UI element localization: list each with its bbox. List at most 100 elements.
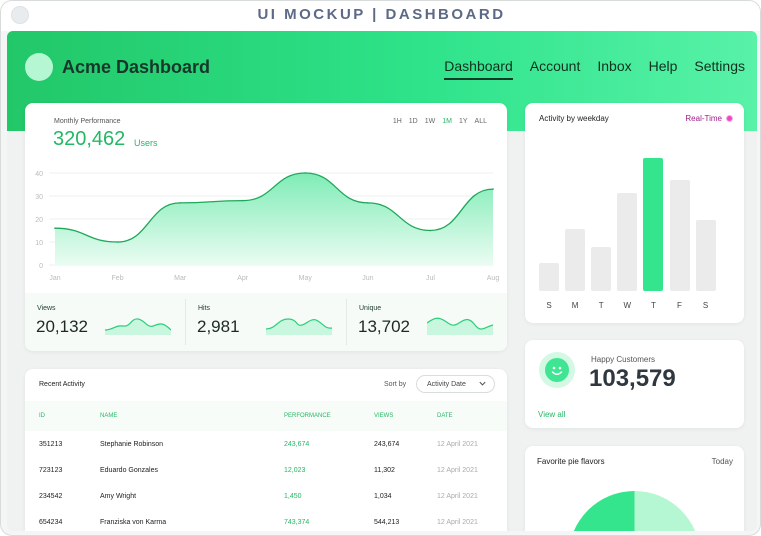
stat-value: 13,702 xyxy=(358,317,410,336)
data-point xyxy=(304,172,307,174)
table-cell: 12 April 2021 xyxy=(437,467,478,474)
data-point xyxy=(179,202,181,204)
column-header[interactable]: VIEWS xyxy=(374,413,394,419)
y-tick-label: 0 xyxy=(39,263,43,270)
data-point xyxy=(241,199,244,202)
table-cell: 743,374 xyxy=(284,519,310,526)
weekday-bar[interactable] xyxy=(539,262,559,291)
performance-card: Monthly Performance 320,462 Users 1H 1D 1W… xyxy=(25,103,507,351)
nav-dashboard[interactable]: Dashboard xyxy=(444,58,513,80)
stat-value: 2,981 xyxy=(197,317,240,336)
pie-chart xyxy=(573,491,696,531)
table-cell: 234542 xyxy=(39,493,63,500)
table-cell: 243,674 xyxy=(284,441,310,448)
table-row[interactable]: 723123 Eduardo Gonzales 12,023 11,302 12 Apr… xyxy=(25,459,507,485)
happy-customers-label: Happy Customers xyxy=(591,355,656,364)
window-title: UI MOCKUP | DASHBOARD xyxy=(257,6,506,23)
range-selector: 1H 1D 1W 1M 1Y ALL xyxy=(386,118,487,125)
x-tick-label: Feb xyxy=(112,275,124,282)
table-row[interactable]: 234542 Amy Wright 1,450 1,034 12 April 2021 xyxy=(25,485,507,511)
x-tick-label: Mar xyxy=(174,275,187,282)
x-tick-label: May xyxy=(299,275,313,282)
weekday-bar[interactable] xyxy=(617,193,638,291)
weekday-label: S xyxy=(546,301,552,310)
range-option[interactable]: 1M xyxy=(442,118,452,125)
table-cell: 12,023 xyxy=(284,467,306,474)
realtime-dot-icon xyxy=(726,115,733,122)
window-control-dot[interactable] xyxy=(11,6,29,24)
happy-customers-value: 103,579 xyxy=(589,365,676,392)
range-option[interactable]: 1Y xyxy=(458,118,468,125)
app-title: Acme Dashboard xyxy=(62,57,211,77)
data-point xyxy=(492,188,494,190)
table-cell: 544,213 xyxy=(374,519,400,526)
smiley-icon xyxy=(539,352,575,388)
stat-label: Hits xyxy=(198,305,211,312)
table-cell: 243,674 xyxy=(374,441,400,448)
view-all-link[interactable]: View all xyxy=(538,410,566,419)
main-nav: Dashboard Account Inbox Help Settings xyxy=(427,58,745,80)
weekday-bar[interactable] xyxy=(591,246,612,291)
data-point xyxy=(54,227,56,229)
table-cell: 1,450 xyxy=(284,493,302,500)
table-cell: 12 April 2021 xyxy=(437,493,478,500)
sparkline xyxy=(427,317,493,335)
stat-label: Unique xyxy=(359,305,382,312)
data-point xyxy=(367,202,369,204)
performance-unit: Users xyxy=(134,138,158,148)
y-tick-label: 40 xyxy=(35,171,43,178)
pie-period[interactable]: Today xyxy=(711,457,733,466)
weekday-label: T xyxy=(650,301,656,310)
recent-activity-title: Recent Activity xyxy=(39,381,85,388)
sort-dropdown[interactable]: Activity Date xyxy=(416,375,495,393)
weekday-title: Activity by weekday xyxy=(539,114,609,123)
chevron-down-icon xyxy=(479,381,486,386)
x-tick-label: Apr xyxy=(237,275,249,282)
nav-account[interactable]: Account xyxy=(529,58,581,74)
table-cell: Stephanie Robinson xyxy=(100,441,164,448)
sparkline xyxy=(266,318,332,335)
nav-help[interactable]: Help xyxy=(648,58,678,74)
table-row[interactable]: 654234 Franziska von Karma 743,374 544,213 1… xyxy=(25,511,507,531)
weekday-bar[interactable] xyxy=(695,219,716,291)
weekday-bar[interactable] xyxy=(643,157,664,291)
dashboard-app: Acme Dashboard Dashboard Account Inbox H… xyxy=(7,31,757,531)
happy-customers-card: Happy Customers 103,579 View all xyxy=(525,340,744,428)
y-tick-label: 30 xyxy=(35,194,43,201)
weekday-bar[interactable] xyxy=(565,228,586,291)
table-cell: 654234 xyxy=(39,519,63,526)
table-cell: 12 April 2021 xyxy=(437,441,478,448)
sort-dropdown-value: Activity Date xyxy=(427,381,466,388)
nav-settings[interactable]: Settings xyxy=(694,58,745,74)
sort-by-label: Sort by xyxy=(384,381,407,388)
weekday-bar-chart xyxy=(539,143,735,291)
weekday-bar[interactable] xyxy=(669,180,690,291)
weekday-card: Activity by weekday Real-Time S M T W T F S xyxy=(525,103,744,323)
table-cell: Amy Wright xyxy=(100,493,137,500)
range-option[interactable]: 1H xyxy=(392,118,402,125)
stat-views: Views 20,132 xyxy=(25,293,185,351)
range-option[interactable]: 1D xyxy=(408,118,418,125)
weekday-label: W xyxy=(623,301,632,310)
data-point xyxy=(116,241,119,243)
performance-label: Monthly Performance xyxy=(54,118,121,125)
column-header[interactable]: ID xyxy=(39,413,45,419)
column-header[interactable]: DATE xyxy=(437,413,453,419)
table-cell: 1,034 xyxy=(374,493,392,500)
table-row[interactable]: 351213 Stephanie Robinson 243,674 243,674 12… xyxy=(25,433,507,459)
column-header[interactable]: NAME xyxy=(100,413,118,419)
table-cell: 11,302 xyxy=(374,467,395,474)
stat-unique: Unique 13,702 xyxy=(347,293,507,351)
recent-activity-card: Recent Activity Sort by Activity Date ID… xyxy=(25,369,507,531)
divider xyxy=(185,299,186,345)
column-header[interactable]: PERFORMANCE xyxy=(284,413,331,419)
divider xyxy=(346,299,347,345)
range-option[interactable]: 1W xyxy=(424,118,436,125)
data-point xyxy=(429,229,432,232)
x-tick-label: Jan xyxy=(49,275,60,282)
realtime-label[interactable]: Real-Time xyxy=(685,114,722,123)
nav-inbox[interactable]: Inbox xyxy=(597,58,632,74)
range-option[interactable]: ALL xyxy=(474,118,487,125)
pie-flavors-card: Favorite pie flavors Today xyxy=(525,446,744,531)
weekday-label: T xyxy=(598,301,604,310)
